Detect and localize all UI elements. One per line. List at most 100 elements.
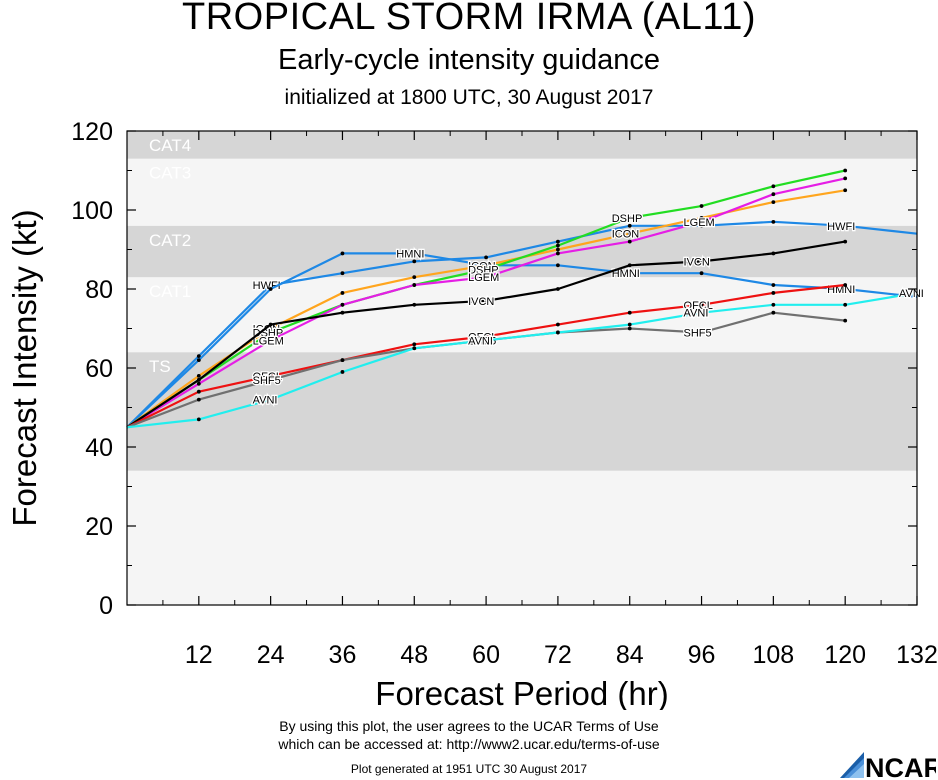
series-label-hwfi: HWFI — [827, 221, 855, 233]
series-label-avni: AVNI — [899, 288, 924, 300]
series-label-dshp: DSHP — [468, 264, 499, 276]
data-point-avni — [699, 310, 704, 315]
x-axis-label: Forecast Period (hr) — [375, 675, 668, 710]
series-label-avni: AVNI — [684, 308, 709, 320]
data-point-hwfi — [771, 219, 776, 224]
data-point-dshp — [556, 243, 560, 248]
band-label-ts: TS — [149, 357, 171, 376]
x-tick-label: 12 — [185, 641, 213, 669]
data-point-shf5 — [340, 358, 345, 362]
data-point-icon — [699, 216, 704, 220]
data-point-lgem — [771, 192, 776, 197]
series-label-ivcn: IVCN — [468, 296, 494, 308]
x-tick-label: 24 — [257, 641, 285, 669]
data-point-lgem — [843, 176, 848, 181]
data-point-avni — [196, 417, 201, 422]
series-label-hwfi: HWFI — [253, 280, 281, 292]
data-point-icon — [340, 291, 345, 295]
data-point-hmni — [771, 283, 776, 287]
series-label-lgem: LGEM — [468, 272, 499, 284]
data-point-hwfi — [484, 255, 488, 260]
data-point-avni — [627, 322, 632, 327]
y-tick-label: 100 — [71, 197, 113, 225]
data-point-lgem — [627, 239, 632, 244]
band-cat3 — [127, 158, 917, 226]
data-point-shf5 — [196, 397, 201, 402]
series-line-hwfi — [126, 220, 918, 429]
data-point-ivcn — [412, 302, 417, 307]
data-point-hwfi — [699, 223, 704, 228]
series-label-hmni: HMNI — [396, 248, 424, 260]
series-label-avni: AVNI — [253, 395, 278, 407]
data-point-hmni — [268, 287, 273, 291]
data-point-lgem — [196, 381, 201, 386]
band-cat2 — [127, 225, 917, 278]
data-point-icon — [843, 188, 848, 193]
data-point-hmni — [412, 251, 417, 256]
data-point-lgem — [340, 302, 345, 307]
y-tick-label: 60 — [85, 355, 113, 383]
data-point-ivcn — [484, 298, 488, 303]
chart-title: TROPICAL STORM IRMA (AL11) — [182, 0, 756, 38]
series-line-avni — [126, 291, 918, 429]
data-point-hwfi — [340, 271, 345, 276]
series-label-shf5: SHF5 — [684, 327, 712, 339]
data-point-ivcn — [556, 287, 560, 291]
data-point-hmni — [556, 263, 560, 268]
data-point-ofcl — [627, 310, 632, 315]
data-point-ivcn — [699, 259, 704, 264]
data-point-hmni — [843, 287, 848, 291]
series-label-icon: ICON — [468, 260, 496, 272]
chart-subtitle: Early-cycle intensity guidance — [277, 44, 660, 76]
data-point-hwfi — [843, 223, 848, 228]
data-point-icon — [196, 374, 201, 378]
data-point-icon — [484, 263, 488, 268]
data-point-hmni — [699, 271, 704, 276]
x-tick-label: 72 — [544, 641, 572, 669]
series-label-avni: AVNI — [468, 335, 493, 347]
data-point-ivcn — [771, 251, 776, 256]
data-point-ofcl — [484, 334, 488, 339]
data-point-shf5 — [627, 326, 632, 331]
data-point-dshp — [843, 168, 848, 173]
data-point-lgem — [556, 251, 560, 256]
data-point-avni — [484, 338, 488, 343]
band-label-cat2: CAT2 — [149, 231, 191, 250]
data-point-hwfi — [268, 283, 273, 287]
data-point-hmni — [627, 271, 632, 276]
ncar-logo-text: NCAR — [865, 753, 936, 780]
y-tick-label: 20 — [85, 513, 113, 541]
data-point-hmni — [196, 358, 201, 362]
y-axis-label: Forecast Intensity (kt) — [6, 209, 43, 526]
data-point-ivcn — [843, 239, 848, 244]
data-point-avni — [340, 370, 345, 374]
data-point-dshp — [771, 184, 776, 189]
series-label-icon: ICON — [612, 229, 640, 241]
series-label-ivcn: IVCN — [684, 256, 710, 268]
data-point-avni — [412, 346, 417, 351]
x-tick-label: 84 — [616, 641, 644, 669]
ncar-logo-icon — [840, 752, 864, 778]
data-point-icon — [771, 200, 776, 205]
band-ts — [127, 352, 917, 471]
generated-time: Plot generated at 1951 UTC 30 August 201… — [350, 762, 588, 776]
series-label-shf5: SHF5 — [253, 375, 281, 387]
y-tick-label: 0 — [99, 592, 113, 620]
band-label-cat3: CAT3 — [149, 164, 191, 183]
data-point-lgem — [484, 275, 488, 280]
x-tick-label: 120 — [824, 641, 866, 669]
data-point-dshp — [627, 216, 632, 220]
data-point-dshp — [699, 204, 704, 208]
data-point-ofcl — [412, 342, 417, 347]
y-tick-label: 40 — [85, 434, 113, 462]
terms-line-1: By using this plot, the user agrees to t… — [279, 718, 659, 734]
data-point-avni — [556, 330, 560, 335]
band-label-cat4: CAT4 — [149, 136, 191, 155]
terms-line-2: which can be accessed at: http://www2.uc… — [278, 736, 660, 752]
data-point-ofcl — [843, 283, 848, 287]
series-label-hmni: HMNI — [612, 268, 640, 280]
data-point-ofcl — [771, 291, 776, 295]
data-point-lgem — [268, 338, 273, 343]
series-label-ofcl: OFCL — [684, 300, 713, 312]
